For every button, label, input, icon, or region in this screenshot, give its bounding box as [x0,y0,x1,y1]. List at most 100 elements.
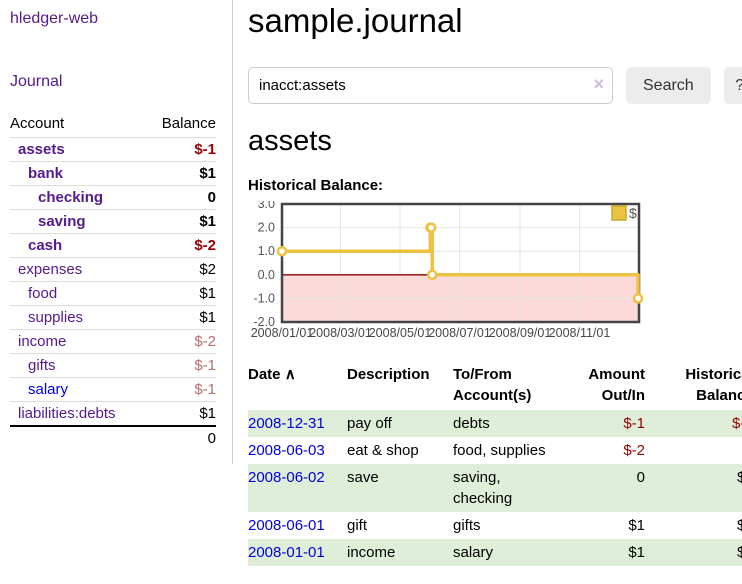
account-balance: $1 [146,209,216,234]
page-title: sample.journal [248,2,463,39]
svg-text:2008/11/01: 2008/11/01 [549,326,611,340]
table-row: 2008-01-01 income salary $1 $1 [248,539,742,566]
transaction-date-link[interactable]: 2008-06-01 [248,517,325,534]
account-balance: $-1 [146,137,216,162]
transaction-description: income [347,544,396,561]
transaction-date-link[interactable]: 2008-12-31 [248,415,325,432]
search-button[interactable]: Search [626,67,711,104]
transaction-accounts: food, supplies [453,442,546,459]
table-row: 2008-12-31 pay off debts $-1 $-1 [248,410,742,437]
sidebar-item-journal[interactable]: Journal [10,73,63,90]
account-balance: $1 [146,401,216,426]
account-link[interactable]: cash [28,237,63,254]
sort-ascending-icon: ∧ [284,366,296,383]
account-heading: assets [248,125,332,157]
svg-text:2008/01/01: 2008/01/01 [251,326,314,340]
account-link[interactable]: salary [28,381,69,398]
register-body: 2008-12-31 pay off debts $-1 $-1 2008-06-03 ea… [248,410,742,566]
svg-text:1.0: 1.0 [258,244,275,258]
transaction-description: eat & shop [347,442,419,459]
svg-text:2.0: 2.0 [258,221,275,235]
account-balance: $-1 [146,353,216,378]
account-row: cash $-2 [10,233,216,258]
account-row: income $-2 [10,329,216,354]
table-row: 2008-06-01 gift gifts $1 $2 [248,512,742,539]
search-input[interactable] [248,67,613,104]
account-column-header: To/From Account(s) [453,366,532,404]
main-content: sample.journal × Search ? assets Histori… [233,0,742,584]
transaction-date-link[interactable]: 2008-01-01 [248,544,325,561]
account-row: liabilities:debts $1 [10,401,216,426]
transaction-description: gift [347,517,368,534]
account-link[interactable]: supplies [28,309,84,326]
account-tree: Account Balance assets $-1 bank $1 checking 0… [10,112,216,450]
balance-column-header: Balance [161,115,216,132]
account-balance: $2 [146,257,216,282]
svg-text:0.0: 0.0 [258,268,275,282]
account-balance: $1 [146,281,216,306]
account-total-value: 0 [146,425,216,450]
transaction-balance: $2 [737,517,742,534]
transaction-accounts: debts [453,415,490,432]
account-row: assets $-1 [10,137,216,162]
account-balance: $-2 [146,329,216,354]
account-link[interactable]: expenses [18,261,83,278]
account-balance: $1 [146,305,216,330]
account-link[interactable]: bank [28,165,64,182]
account-tree-body: assets $-1 bank $1 checking 0 saving $1 cash $-2 e… [10,137,216,426]
svg-text:2008/05/01: 2008/05/01 [369,326,432,340]
account-column-header: Account [10,115,65,132]
help-button[interactable]: ? [723,67,742,104]
svg-text:3.0: 3.0 [258,201,275,211]
account-balance: $1 [146,161,216,186]
transaction-balance: $1 [737,544,742,561]
transaction-amount: $1 [628,517,645,534]
transaction-accounts: saving, checking [453,469,513,507]
svg-text:-2.0: -2.0 [253,315,275,329]
date-column-header[interactable]: Date ∧ [248,366,296,383]
account-row: gifts $-1 [10,353,216,378]
amount-column-header: Amount Out/In [588,366,645,404]
account-row: salary $-1 [10,377,216,402]
account-link[interactable]: saving [38,213,86,230]
account-link[interactable]: gifts [28,357,56,374]
transaction-amount: $-1 [623,415,645,432]
account-balance: $-1 [146,377,216,402]
register-header-row: Date ∧ Description To/From Account(s) Am… [248,362,742,410]
transaction-balance: 0 [655,437,742,464]
transaction-accounts: gifts [453,517,481,534]
description-column-header: Description [347,366,430,383]
transaction-date-link[interactable]: 2008-06-02 [248,469,325,486]
transaction-balance: $2 [737,469,742,486]
account-link[interactable]: checking [38,189,104,206]
account-balance: 0 [146,185,216,210]
svg-text:2008/07/01: 2008/07/01 [428,326,491,340]
account-link[interactable]: food [28,285,58,302]
register-table: Date ∧ Description To/From Account(s) Am… [248,362,742,566]
account-link[interactable]: income [18,333,67,350]
svg-text:-1.0: -1.0 [253,291,275,305]
transaction-amount: 0 [636,469,645,486]
account-balance: $-2 [146,233,216,258]
table-row: 2008-06-03 eat & shop food, supplies $-2 0 [248,437,742,464]
transaction-description: pay off [347,415,392,432]
table-row: 2008-06-02 save saving, checking 0 $2 [248,464,742,512]
account-row: checking 0 [10,185,216,210]
account-row: saving $1 [10,209,216,234]
account-link[interactable]: assets [18,141,65,158]
transaction-accounts: salary [453,544,494,561]
chart-title: Historical Balance: [248,177,384,194]
balance-column-header: Historical Balance [685,366,742,404]
brand-link[interactable]: hledger-web [10,10,99,27]
account-row: expenses $2 [10,257,216,282]
account-link[interactable]: liabilities:debts [18,405,116,422]
svg-text:$: $ [629,205,637,221]
svg-text:2008/09/01: 2008/09/01 [489,326,552,340]
search-form: × Search ? [248,67,742,104]
svg-text:2008/03/01: 2008/03/01 [309,326,372,340]
sidebar: hledger-web Journal Account Balance asse… [0,0,233,464]
clear-search-icon[interactable]: × [593,74,604,94]
account-row: bank $1 [10,161,216,186]
transaction-date-link[interactable]: 2008-06-03 [248,442,325,459]
